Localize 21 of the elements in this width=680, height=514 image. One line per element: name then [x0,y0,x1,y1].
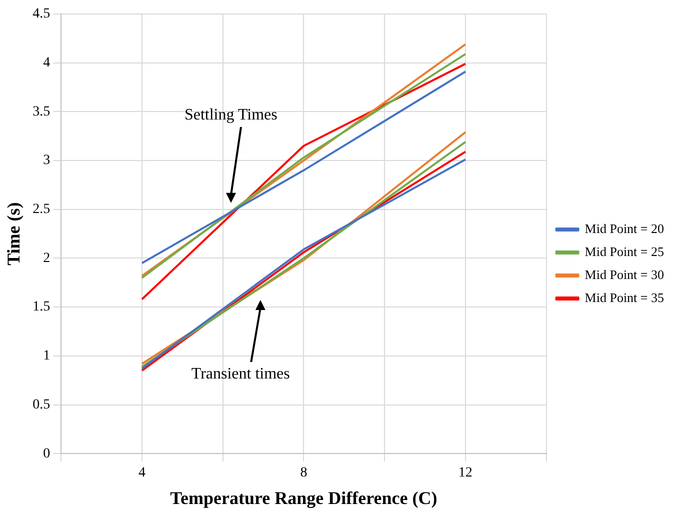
y-tick-label: 4.5 [32,6,50,22]
legend-label: Mid Point = 20 [584,220,664,236]
y-axis-title: Time (s) [3,202,24,266]
y-tick-label: 3.5 [32,104,50,120]
x-tick-label: 12 [458,466,472,481]
legend-label: Mid Point = 35 [584,290,664,305]
x-axis-title: Temperature Range Difference (C) [170,488,438,508]
y-tick-label: 2.5 [32,202,50,218]
annotation: Transient times [191,366,290,383]
y-tick-label: 3 [43,153,50,168]
legend-label: Mid Point = 30 [584,266,664,282]
y-tick-label: 1.5 [32,300,50,315]
y-tick-label: 2 [43,250,50,266]
annotation: Settling Times [184,106,278,124]
y-tick-label: 0 [43,446,50,462]
x-tick-label: 8 [300,466,308,481]
y-tick-label: 1 [43,348,50,364]
y-tick-label: 4 [43,56,50,71]
x-tick-label: 4 [138,466,146,481]
y-tick-label: 0.5 [32,397,50,412]
legend-label: Mid Point = 25 [584,244,664,259]
